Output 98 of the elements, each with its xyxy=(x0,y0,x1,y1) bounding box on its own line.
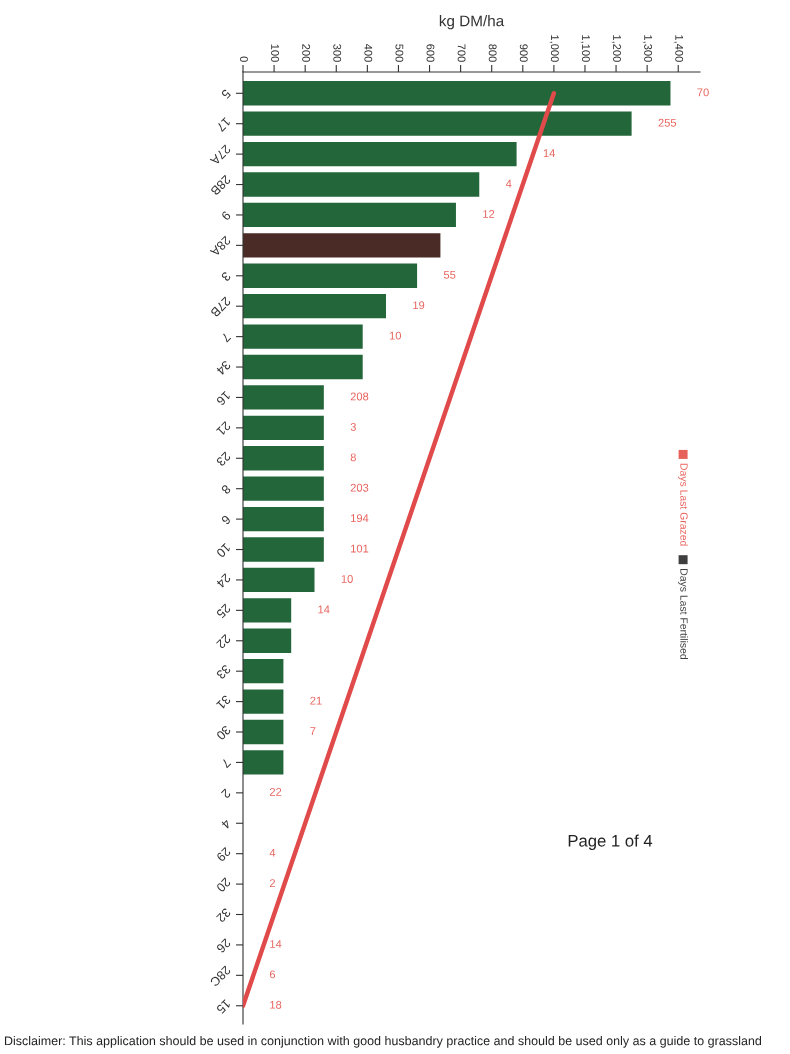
bar xyxy=(243,719,284,745)
bar xyxy=(243,354,363,380)
y-tick-label: 27A xyxy=(209,144,232,166)
y-tick-label: 28A xyxy=(209,235,232,258)
y-tick-label: 22 xyxy=(216,634,232,650)
y-tick-label: 8 xyxy=(220,484,232,495)
y-tick-label: 2 xyxy=(221,788,232,799)
x-tick-label: 900 xyxy=(519,44,528,62)
x-tick-label: 500 xyxy=(395,44,404,62)
bar xyxy=(243,294,387,319)
y-tick-label: 32 xyxy=(216,907,232,923)
bar xyxy=(243,81,671,106)
annotation: 2 xyxy=(269,879,276,887)
annotation: 208 xyxy=(350,392,369,401)
x-tick-label: 1,000 xyxy=(549,35,559,62)
bar xyxy=(243,202,456,228)
y-tick-label: 23 xyxy=(215,451,232,467)
bar xyxy=(243,141,517,167)
y-tick-label: 34 xyxy=(215,360,232,376)
y-tick-label: 17 xyxy=(216,117,231,132)
y-tick-label: 5 xyxy=(220,88,232,100)
y-tick-label: 28B xyxy=(210,174,232,196)
annotation: Page 1 of 4 xyxy=(568,834,653,850)
annotation: 14 xyxy=(270,940,282,948)
y-tick-label: 30 xyxy=(215,725,232,741)
bar xyxy=(243,598,292,623)
bar xyxy=(243,324,363,349)
annotation: 18 xyxy=(270,1000,282,1009)
annotation: 7 xyxy=(310,727,316,735)
y-tick-label: 33 xyxy=(215,664,232,680)
y-tick-label: 31 xyxy=(216,694,232,710)
bar xyxy=(243,446,324,471)
annotation: 21 xyxy=(310,696,322,705)
annotation: 203 xyxy=(350,483,369,492)
y-tick-label: 21 xyxy=(216,421,232,437)
y-tick-label: 10 xyxy=(215,542,231,558)
y-tick-label: 26 xyxy=(215,938,232,954)
annotation: 4 xyxy=(269,848,276,857)
annotation: 194 xyxy=(351,514,369,523)
x-tick-label: 1,300 xyxy=(642,35,653,62)
bar xyxy=(243,537,324,562)
annotation: 4 xyxy=(505,179,512,188)
x-tick-label: 200 xyxy=(302,44,311,62)
x-tick-label: 700 xyxy=(457,44,466,62)
x-tick-label: 1,100 xyxy=(580,35,590,62)
y-tick-label: 27B xyxy=(210,296,232,318)
bar xyxy=(243,233,441,258)
annotation: 55 xyxy=(443,271,456,279)
y-tick-label: 20 xyxy=(215,877,232,893)
annotation: 14 xyxy=(543,149,555,157)
annotation: 3 xyxy=(350,422,356,431)
bar xyxy=(243,172,480,197)
x-tick-label: 600 xyxy=(426,44,435,62)
annotation: 8 xyxy=(350,453,356,462)
y-tick-label: 28C xyxy=(209,965,232,987)
x-tick-label: 1,400 xyxy=(673,35,684,62)
y-tick-label: 6 xyxy=(220,514,232,526)
bar xyxy=(243,385,324,410)
bar xyxy=(243,506,324,532)
x-tick-label: 800 xyxy=(488,44,497,62)
bar xyxy=(243,263,418,288)
text: Disclaimer: This application should be used in conjunction with good husbandry practice and should be used only as a guide to grassland xyxy=(4,1036,762,1048)
y-tick-label: 15 xyxy=(215,999,231,1015)
bar xyxy=(243,476,324,501)
x-axis-title: kg DM/ha xyxy=(439,15,505,30)
bar xyxy=(243,689,284,714)
legend-label: Days Last Grazed xyxy=(678,463,688,546)
annotation: 14 xyxy=(318,605,330,614)
x-tick-label: 300 xyxy=(333,44,342,62)
annotation: 22 xyxy=(269,787,282,796)
annotation: 10 xyxy=(341,575,353,583)
annotation: 10 xyxy=(389,331,401,340)
y-tick-label: 7 xyxy=(221,758,232,769)
bar xyxy=(243,111,632,136)
y-tick-label: 9 xyxy=(220,210,232,221)
y-tick-label: 29 xyxy=(215,846,232,863)
legend-label: Days Last Fertilised xyxy=(678,569,688,659)
annotation: 12 xyxy=(483,210,495,218)
x-tick-label: 400 xyxy=(364,44,373,62)
annotation: 70 xyxy=(697,88,709,97)
x-tick-label: 0 xyxy=(240,56,248,62)
annotation: 19 xyxy=(413,301,425,310)
bar xyxy=(243,750,284,775)
y-tick-label: 3 xyxy=(220,271,232,282)
y-tick-label: 25 xyxy=(215,603,232,619)
annotation: 101 xyxy=(351,544,369,553)
y-tick-label: 7 xyxy=(221,332,232,343)
bar xyxy=(243,567,315,593)
annotation: 6 xyxy=(269,970,276,979)
x-tick-label: 1,200 xyxy=(611,35,621,62)
bar xyxy=(243,415,324,441)
bar xyxy=(243,659,284,684)
y-tick-label: 24 xyxy=(215,573,232,589)
bar xyxy=(243,628,292,653)
x-tick-label: 100 xyxy=(271,44,279,62)
y-tick-label: 16 xyxy=(215,390,231,406)
y-tick-label: 4 xyxy=(220,818,232,830)
annotation: 255 xyxy=(658,118,677,127)
